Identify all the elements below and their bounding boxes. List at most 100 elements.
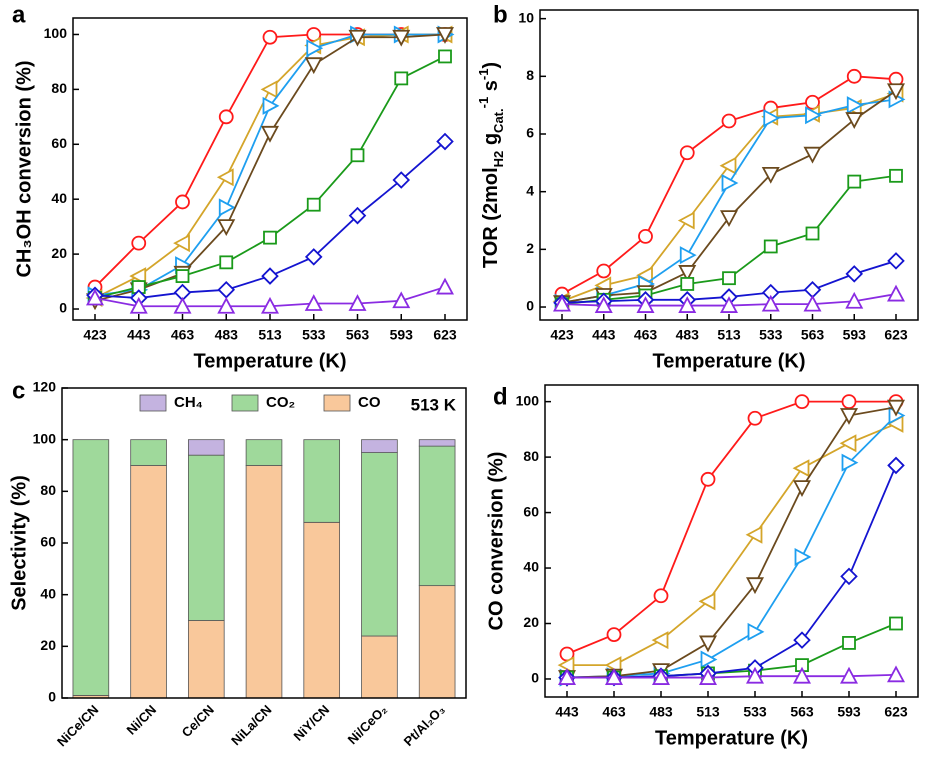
bar-segment <box>361 635 398 699</box>
marker <box>435 27 455 44</box>
plot-frame <box>61 387 467 699</box>
marker <box>886 665 906 683</box>
plot-frame <box>539 9 919 321</box>
x-tick-label: 533 <box>743 704 767 720</box>
marker <box>131 235 147 251</box>
x-tick-label: 513 <box>258 327 282 343</box>
marker <box>846 68 862 84</box>
x-tick-label: 563 <box>346 327 370 343</box>
y-axis-label-part: g <box>480 133 502 151</box>
y-tick-label: 40 <box>40 585 56 601</box>
y-tick-label: 20 <box>51 245 67 261</box>
x-tick-label: 563 <box>801 327 825 343</box>
marker <box>846 96 864 115</box>
marker <box>394 71 409 86</box>
y-axis-label-part: H2 <box>491 151 506 168</box>
marker <box>260 80 278 99</box>
marker <box>594 296 613 313</box>
marker <box>845 265 864 283</box>
marker <box>839 666 859 684</box>
y-tick-label: 100 <box>33 430 57 446</box>
series-line <box>566 400 896 655</box>
legend-swatch <box>139 394 167 412</box>
x-tick-label: 593 <box>843 327 867 343</box>
marker <box>217 296 236 314</box>
y-axis-label: Selectivity (%) <box>8 475 30 611</box>
legend-swatch <box>231 394 259 412</box>
marker <box>679 145 695 161</box>
marker <box>262 29 278 45</box>
marker <box>348 29 367 47</box>
marker <box>680 277 695 291</box>
y-tick-label: 80 <box>523 448 539 464</box>
y-tick-label: 120 <box>33 379 57 395</box>
x-tick-label: 423 <box>83 327 107 343</box>
y-axis-label-part: ) <box>480 62 502 69</box>
x-tick-label: 533 <box>759 327 783 343</box>
x-tick-label: 513 <box>696 704 720 720</box>
x-tick-label: NiY/CN <box>291 702 333 744</box>
series-line <box>94 33 445 299</box>
marker <box>886 399 906 417</box>
plot-frame <box>544 384 919 698</box>
x-tick-label: 563 <box>790 704 814 720</box>
marker <box>435 277 455 295</box>
y-tick-label: 100 <box>516 392 540 408</box>
bar-segment <box>130 465 167 699</box>
y-tick-label: 20 <box>523 614 539 630</box>
marker <box>596 263 612 279</box>
marker <box>679 246 697 265</box>
marker <box>805 226 820 241</box>
legend-label: CO₂ <box>266 394 295 411</box>
marker <box>794 547 812 566</box>
x-tick-label: 443 <box>127 327 151 343</box>
marker <box>552 294 572 312</box>
y-tick-label: 100 <box>44 25 68 41</box>
marker <box>348 206 367 225</box>
x-tick-label: 463 <box>171 327 195 343</box>
marker <box>803 146 822 164</box>
panel: d 0 20 40 60 80 100 CO conversion (%) Temperatur… <box>485 383 919 749</box>
marker <box>306 197 321 212</box>
marker <box>794 394 810 410</box>
marker <box>304 57 323 75</box>
marker <box>260 296 280 314</box>
marker <box>217 281 236 299</box>
bar-segment <box>418 439 456 447</box>
series-line <box>94 33 446 302</box>
legend-label: CO <box>358 394 381 411</box>
marker <box>841 453 859 472</box>
marker <box>747 622 765 641</box>
marker <box>887 456 905 475</box>
marker <box>392 29 411 47</box>
y-tick-label: 2 <box>526 240 534 256</box>
marker <box>436 132 454 151</box>
y-axis-label-part: Cat. <box>491 108 506 133</box>
marker <box>761 166 780 184</box>
y-tick-label: 10 <box>518 9 534 25</box>
marker <box>173 296 192 314</box>
bar-segment <box>130 439 167 466</box>
marker <box>263 230 277 245</box>
y-tick-label: 60 <box>523 503 539 519</box>
y-axis-label-part: -1 <box>476 69 491 81</box>
x-tick-label: 623 <box>884 704 908 720</box>
marker <box>606 627 622 642</box>
marker <box>557 668 577 685</box>
x-tick-label: 533 <box>302 327 326 343</box>
marker <box>392 171 411 189</box>
panel: a 0 20 40 60 80 100 CH₃OH conversion (%) Tempera… <box>12 1 468 372</box>
marker <box>85 288 105 306</box>
marker <box>698 668 718 685</box>
marker <box>719 210 739 228</box>
bar-segment <box>245 439 283 466</box>
marker <box>721 113 737 129</box>
x-tick-label: 483 <box>676 327 700 343</box>
marker <box>839 434 857 453</box>
marker <box>350 148 365 163</box>
marker <box>438 49 452 64</box>
marker <box>260 125 280 143</box>
x-tick-label: Ce/CN <box>179 702 217 740</box>
